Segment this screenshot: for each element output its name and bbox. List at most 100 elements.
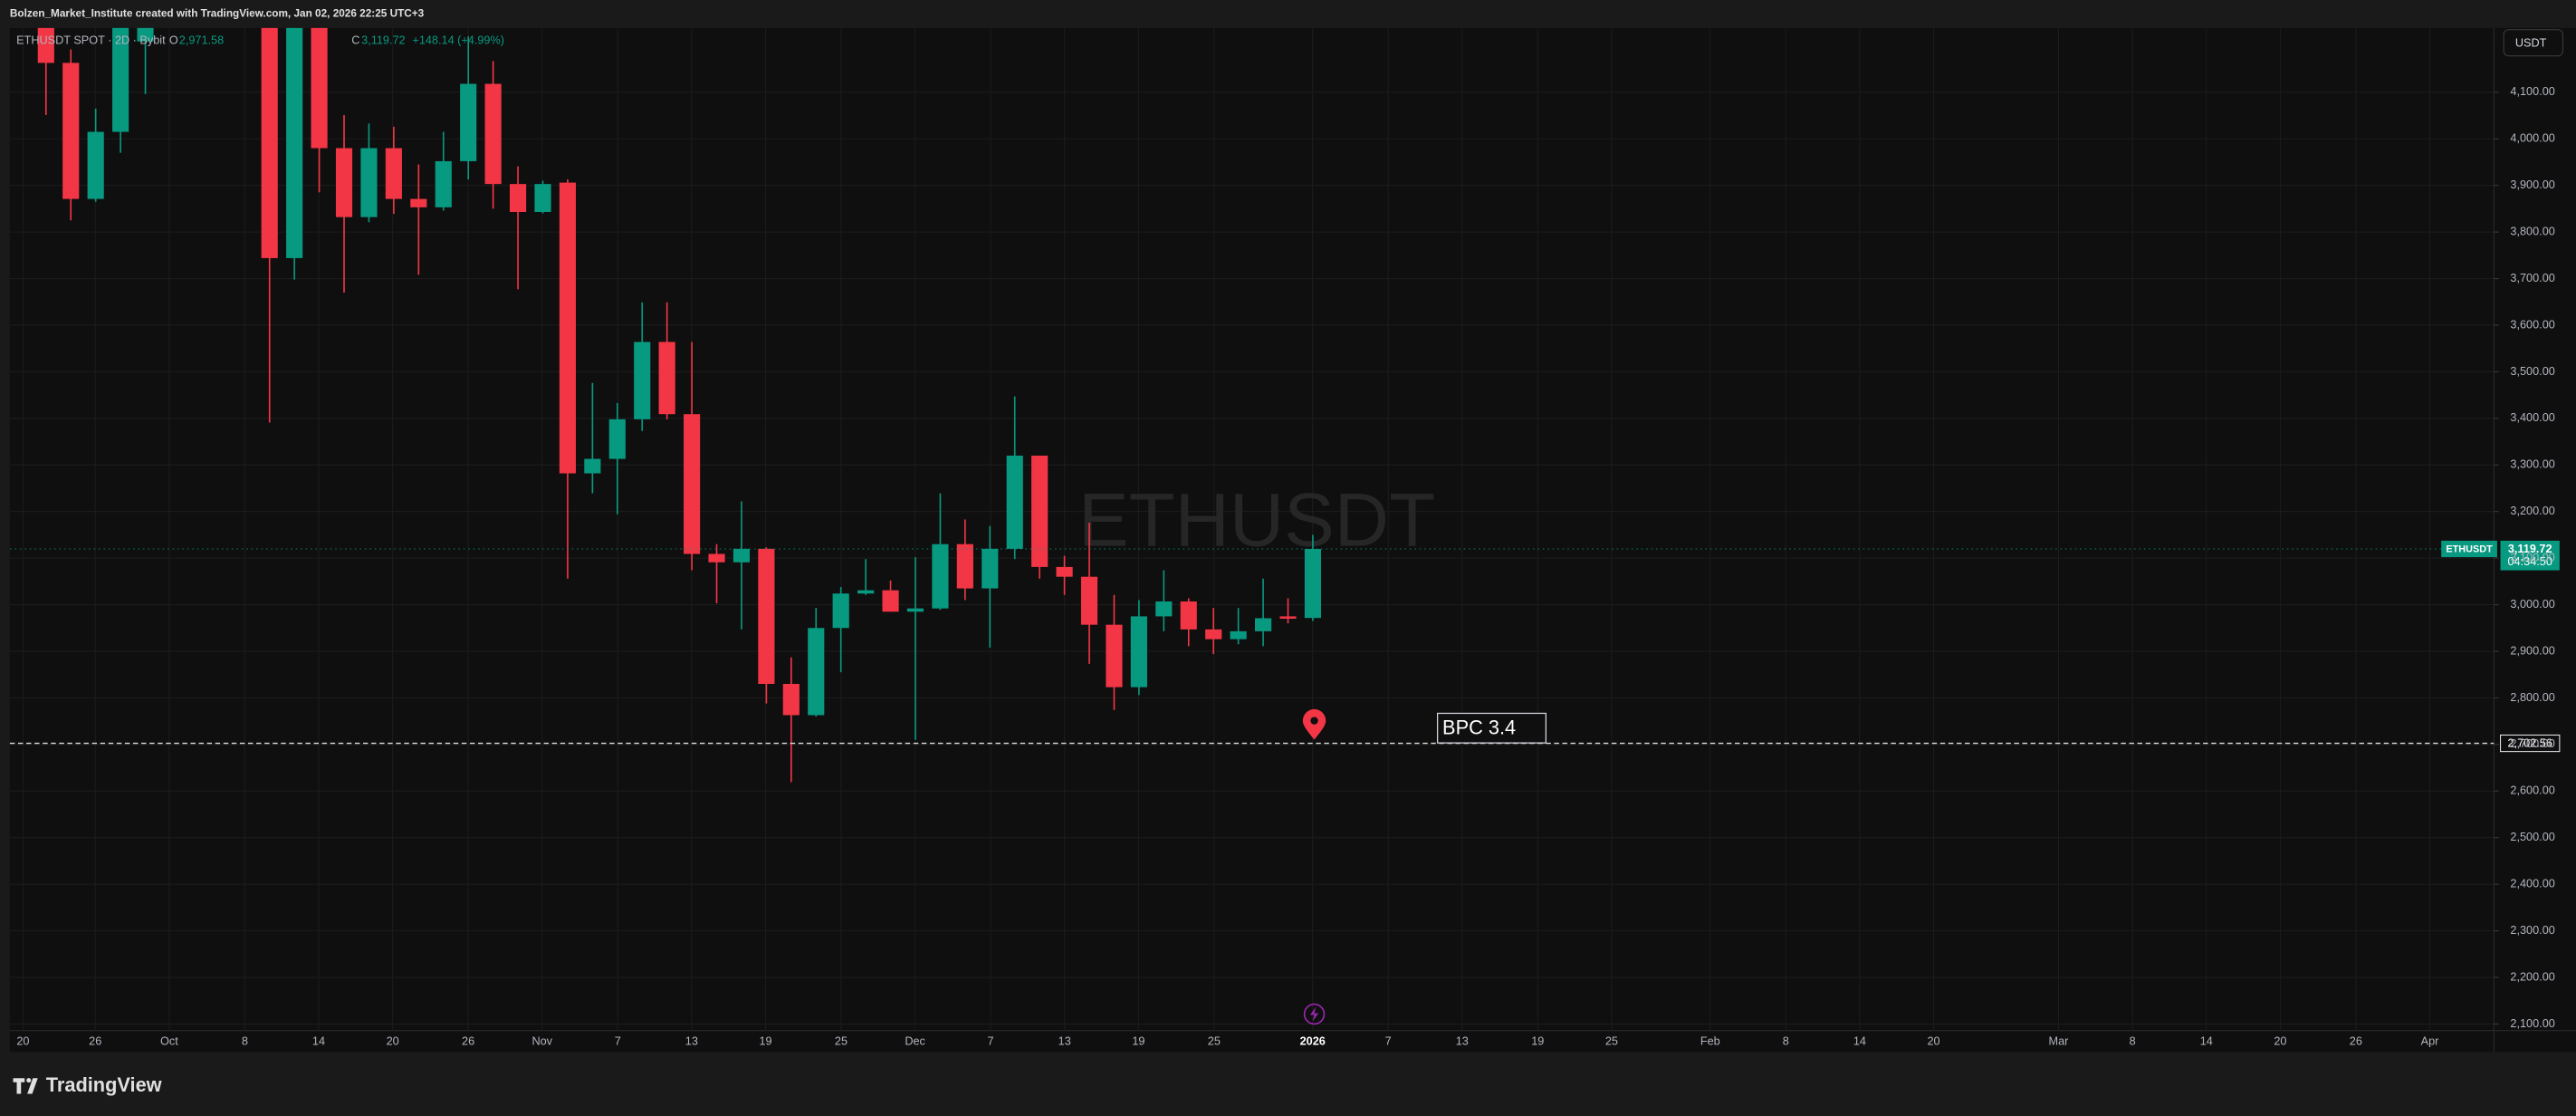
candle-body xyxy=(62,63,80,199)
symbol-badge xyxy=(2441,540,2497,558)
candle-body xyxy=(1180,601,1197,630)
candle-body xyxy=(509,184,527,213)
currency-button-label[interactable]: USDT xyxy=(2515,36,2547,49)
candle-body xyxy=(112,27,129,132)
candle-body xyxy=(1254,618,1272,631)
candle-body xyxy=(658,342,675,415)
candle-body xyxy=(708,553,725,563)
y-tick-label: 2,200.00 xyxy=(2510,970,2554,983)
watermark: ETHUSDT xyxy=(1078,477,1435,563)
last-price-badge xyxy=(2500,540,2560,571)
candle-body xyxy=(1031,455,1049,567)
events-bolt xyxy=(1309,1006,1319,1022)
candle-body xyxy=(37,27,54,63)
candle-body xyxy=(360,148,378,217)
legend-change: +148.14 (+4.99%) xyxy=(412,34,504,47)
y-tick-label: 2,800.00 xyxy=(2510,691,2554,704)
candle-body xyxy=(385,148,402,199)
price-axis xyxy=(2494,27,2576,1031)
x-tick-label: 14 xyxy=(2200,1035,2213,1048)
x-tick-label: 14 xyxy=(312,1035,325,1048)
candle-body xyxy=(832,593,849,629)
legend-key: O xyxy=(169,34,178,47)
x-tick-label: 14 xyxy=(1853,1035,1866,1048)
candle-body xyxy=(882,590,899,612)
legend-key: C xyxy=(351,34,359,47)
brand-logo xyxy=(13,1078,38,1094)
legend-value: 3,119.72 xyxy=(361,34,405,47)
credit: Bolzen_Market_Institute created with Tra… xyxy=(10,8,425,20)
x-tick-label: 20 xyxy=(1928,1035,1940,1048)
y-tick-label: 3,500.00 xyxy=(2510,365,2554,378)
x-tick-label: 8 xyxy=(1783,1035,1789,1048)
x-tick-label: 7 xyxy=(988,1035,994,1048)
x-tick-label: Mar xyxy=(2049,1035,2070,1048)
candle-body xyxy=(1080,576,1098,625)
x-tick-label: 8 xyxy=(2130,1035,2136,1048)
x-tick-label: Oct xyxy=(160,1035,178,1048)
candle-body xyxy=(286,27,303,258)
y-tick-label: 3,600.00 xyxy=(2510,318,2554,331)
candle-body xyxy=(608,418,626,459)
x-tick-label: 19 xyxy=(759,1035,771,1048)
x-tick-label: Dec xyxy=(905,1035,925,1048)
logo-mark xyxy=(13,1078,25,1094)
candle-body xyxy=(484,83,502,185)
candle-body xyxy=(982,548,999,589)
candle-body xyxy=(335,148,353,217)
brand: TradingView xyxy=(46,1073,162,1096)
candle-body xyxy=(1056,566,1073,577)
candle-body xyxy=(584,458,601,474)
logo-mark xyxy=(27,1078,38,1094)
candle-body xyxy=(1155,601,1173,617)
candle-body xyxy=(87,131,104,199)
x-tick-label: 13 xyxy=(1456,1035,1469,1048)
y-tick-label: 2,500.00 xyxy=(2510,831,2554,843)
x-tick-label: 26 xyxy=(89,1035,101,1048)
chart-pane xyxy=(9,27,2495,1031)
candle-body xyxy=(956,544,973,589)
time-axis xyxy=(9,1030,2576,1053)
candle-body xyxy=(261,27,278,258)
candle-body xyxy=(435,160,452,207)
x-tick-label: Nov xyxy=(531,1035,552,1048)
candle-body xyxy=(311,27,328,149)
y-tick-label: 2,700.00 xyxy=(2510,737,2554,750)
annotation-box[interactable] xyxy=(1436,712,1547,744)
y-tick-label: 3,200.00 xyxy=(2510,505,2554,517)
x-tick-label: 20 xyxy=(387,1035,399,1048)
legend-title: ETHUSDT SPOT · 2D · Bybit xyxy=(16,34,166,47)
y-tick-label: 2,900.00 xyxy=(2510,644,2554,657)
y-tick-label: 3,700.00 xyxy=(2510,272,2554,284)
y-tick-label: 2,300.00 xyxy=(2510,924,2554,937)
x-tick-label: 19 xyxy=(1132,1035,1144,1048)
x-tick-label: 2026 xyxy=(1300,1035,1326,1048)
candle-body xyxy=(1106,624,1123,688)
candle-body xyxy=(634,342,651,419)
logo-mark xyxy=(26,1078,32,1083)
events-icon[interactable] xyxy=(1303,1003,1326,1025)
candle-body xyxy=(782,683,800,716)
y-tick-label: 2,400.00 xyxy=(2510,878,2554,890)
countdown-label: 04:34:50 xyxy=(2508,555,2552,568)
y-tick-label: 3,000.00 xyxy=(2510,598,2554,611)
candle-body xyxy=(559,182,576,474)
candle-body xyxy=(758,548,775,684)
candle-body xyxy=(137,27,154,42)
x-tick-label: 13 xyxy=(1058,1035,1071,1048)
currency-button[interactable] xyxy=(2503,29,2564,57)
candle-body xyxy=(460,83,477,161)
symbol-badge-label: ETHUSDT xyxy=(2446,544,2493,554)
x-tick-label: 7 xyxy=(615,1035,621,1048)
x-tick-label: 8 xyxy=(242,1035,248,1048)
y-tick-label: 3,100.00 xyxy=(2510,551,2554,563)
x-tick-label: 25 xyxy=(1208,1035,1221,1048)
x-tick-label: Apr xyxy=(2421,1035,2440,1048)
y-tick-label: 2,100.00 xyxy=(2510,1017,2554,1030)
x-tick-label: Feb xyxy=(1700,1035,1720,1048)
candle-body xyxy=(1006,455,1023,549)
annotation-text: BPC 3.4 xyxy=(1442,716,1516,738)
candle-body xyxy=(410,198,427,207)
x-tick-label: 25 xyxy=(1605,1035,1618,1048)
